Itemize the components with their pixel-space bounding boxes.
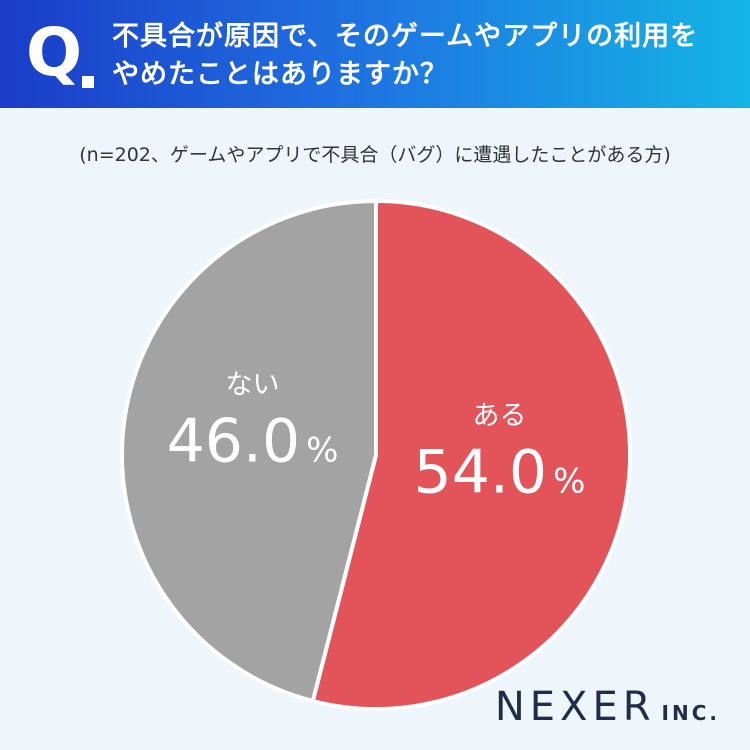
q-dot xyxy=(82,76,94,88)
slice-value-2: 46.0% xyxy=(167,406,339,476)
q-mark: Q xyxy=(26,14,83,91)
slice-value-unit-1: % xyxy=(553,462,585,502)
slice-label-1: ある xyxy=(472,401,526,432)
slice-value-1: 54.0% xyxy=(414,438,586,508)
slice-value-number-2: 46.0 xyxy=(167,406,301,476)
sample-note: (n=202、ゲームやアプリで不具合（バグ）に遭遇したことがある方) xyxy=(79,144,671,166)
slice-value-number-1: 54.0 xyxy=(414,438,548,508)
question-header: Q 不具合が原因で、そのゲームやアプリの利用を やめたことはありますか？ xyxy=(0,0,750,108)
nexer-logo: NEXER INC. xyxy=(495,684,720,730)
slice-label-2: ない xyxy=(226,369,280,400)
logo-sub: INC. xyxy=(661,701,720,725)
logo-main: NEXER xyxy=(494,684,656,730)
question-line-2: やめたことはありますか？ xyxy=(112,59,448,90)
pie-slice-2 xyxy=(120,199,378,704)
question-text: 不具合が原因で、そのゲームやアプリの利用を やめたことはありますか？ xyxy=(112,18,742,94)
slice-value-unit-2: % xyxy=(306,430,338,470)
question-line-1: 不具合が原因で、そのゲームやアプリの利用を xyxy=(112,21,699,52)
pie-slice-1 xyxy=(310,199,632,711)
